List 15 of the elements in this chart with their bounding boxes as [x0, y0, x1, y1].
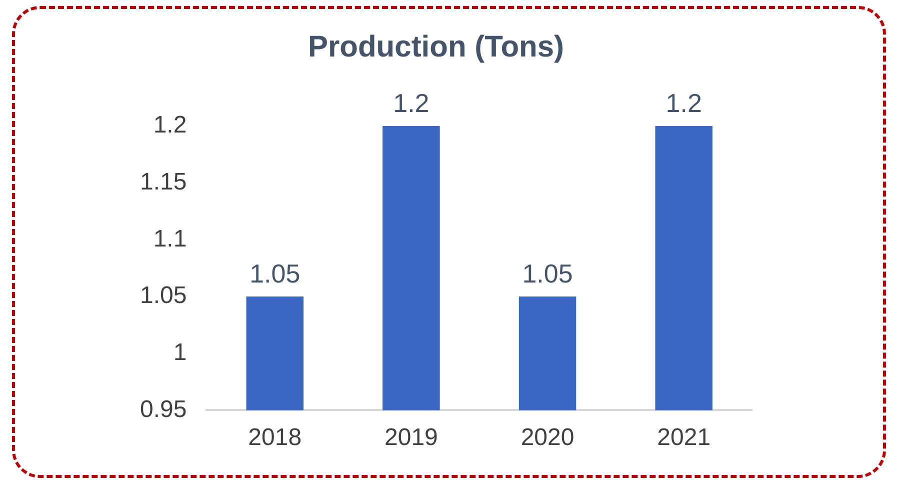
- chart-title: Production (Tons): [308, 30, 564, 64]
- y-tick-label: 1.15: [140, 168, 187, 196]
- x-tick-label: 2018: [248, 424, 302, 452]
- x-tick-label: 2020: [520, 424, 574, 452]
- data-label: 1.2: [393, 88, 430, 118]
- y-tick-label: 1.05: [140, 282, 187, 310]
- y-tick-label: 1.1: [153, 225, 187, 252]
- data-label: 1.05: [522, 258, 573, 289]
- x-tick-label: 2019: [384, 424, 438, 452]
- y-tick-label: 1: [173, 338, 187, 366]
- y-tick-label: 0.95: [140, 396, 187, 423]
- data-label: 1.2: [666, 88, 702, 118]
- y-tick-label: 1.2: [153, 112, 187, 139]
- data-label: 1.05: [250, 258, 300, 289]
- x-tick-label: 2021: [657, 424, 711, 452]
